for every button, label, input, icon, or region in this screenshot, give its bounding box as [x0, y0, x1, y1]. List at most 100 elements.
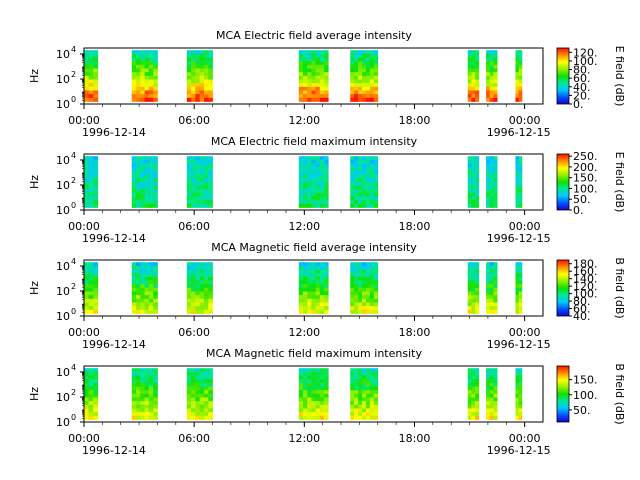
data-cell: [203, 61, 209, 66]
data-cell: [486, 415, 491, 420]
data-cell: [315, 203, 321, 208]
data-cell: [493, 72, 498, 77]
data-cell: [298, 397, 304, 402]
data-cell: [471, 86, 476, 91]
data-cell: [203, 379, 209, 384]
data-cell: [475, 79, 480, 84]
data-cell: [315, 386, 321, 391]
data-cell: [365, 72, 371, 77]
data-cell: [467, 284, 472, 289]
data-cell: [369, 86, 375, 91]
data-cell: [88, 170, 94, 175]
data-cell: [319, 284, 325, 289]
data-cell: [489, 72, 494, 77]
data-cell: [475, 156, 480, 161]
data-cell: [195, 368, 201, 373]
data-cell: [362, 280, 367, 285]
data-cell: [140, 189, 145, 194]
data-cell: [354, 189, 359, 194]
data-cell: [486, 408, 491, 413]
data-cell: [323, 382, 329, 387]
data-cell: [475, 178, 480, 183]
data-cell: [199, 265, 205, 270]
data-cell: [489, 309, 494, 314]
data-cell: [354, 192, 359, 197]
data-cell: [365, 295, 371, 300]
data-cell: [131, 386, 137, 391]
data-cell: [191, 280, 196, 285]
data-cell: [467, 72, 472, 77]
data-cell: [195, 302, 201, 307]
data-cell: [362, 269, 367, 274]
data-cell: [518, 57, 523, 62]
data-cell: [203, 371, 209, 376]
data-cell: [362, 57, 367, 62]
data-cell: [199, 408, 205, 413]
data-cell: [203, 50, 209, 55]
data-cell: [186, 94, 192, 99]
data-cell: [88, 189, 94, 194]
data-cell: [131, 167, 137, 172]
data-cell: [373, 203, 379, 208]
data-cell: [186, 382, 192, 387]
data-segment: [467, 50, 480, 102]
data-cell: [315, 280, 321, 285]
colorbar: [556, 153, 570, 211]
data-cell: [131, 57, 137, 62]
data-cell: [186, 295, 192, 300]
data-cell: [148, 97, 154, 102]
data-cell: [311, 309, 316, 314]
data-cell: [489, 50, 494, 55]
data-cell: [315, 371, 321, 376]
data-cell: [199, 159, 205, 164]
data-cell: [203, 390, 209, 395]
data-cell: [93, 415, 99, 420]
data-cell: [489, 273, 494, 278]
data-cell: [195, 291, 201, 296]
data-cell: [303, 401, 308, 406]
data-cell: [323, 265, 329, 270]
data-cell: [186, 72, 192, 77]
data-cell: [365, 163, 371, 168]
data-cell: [515, 401, 520, 406]
data-cell: [362, 79, 367, 84]
data-cell: [515, 284, 520, 289]
data-cell: [362, 302, 367, 307]
data-cell: [144, 309, 150, 314]
data-cell: [191, 185, 196, 190]
data-segment: [486, 368, 498, 420]
data-cell: [195, 298, 201, 303]
data-cell: [186, 156, 192, 161]
data-cell: [93, 68, 99, 73]
data-cell: [350, 280, 355, 285]
data-cell: [515, 262, 520, 267]
data-cell: [311, 174, 316, 179]
data-cell: [307, 397, 312, 402]
data-cell: [307, 72, 312, 77]
data-cell: [354, 265, 359, 270]
data-cell: [369, 185, 375, 190]
data-cell: [365, 97, 371, 102]
data-cell: [319, 269, 325, 274]
data-cell: [298, 386, 304, 391]
data-cell: [486, 382, 491, 387]
data-cell: [93, 280, 99, 285]
data-cell: [315, 408, 321, 413]
data-segment: [131, 262, 158, 314]
data-cell: [350, 379, 355, 384]
data-cell: [307, 306, 312, 311]
data-cell: [93, 185, 99, 190]
data-cell: [191, 276, 196, 281]
data-cell: [369, 90, 375, 95]
data-cell: [486, 68, 491, 73]
data-cell: [518, 269, 523, 274]
data-cell: [140, 269, 145, 274]
data-cell: [358, 97, 363, 102]
data-cell: [493, 57, 498, 62]
data-cell: [323, 86, 329, 91]
data-cell: [191, 309, 196, 314]
data-cell: [88, 386, 94, 391]
data-cell: [373, 393, 379, 398]
data-cell: [467, 269, 472, 274]
data-cell: [373, 269, 379, 274]
